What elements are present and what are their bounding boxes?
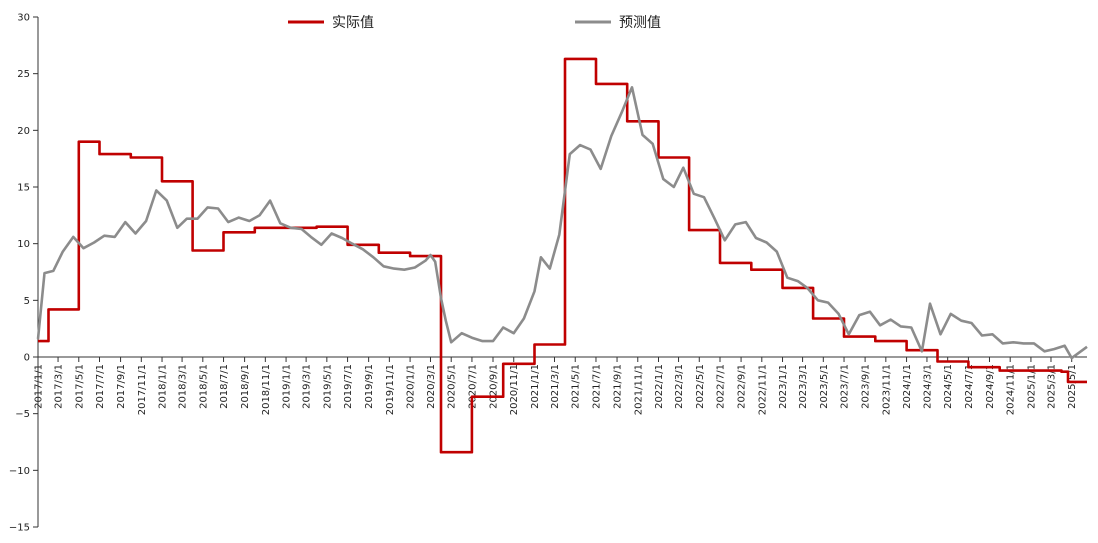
- x-tick-label: 2025/5/1: [1067, 364, 1078, 409]
- x-tick-label: 2021/11/1: [633, 364, 644, 415]
- x-tick-label: 2020/3/1: [426, 364, 437, 409]
- series-line-1: [38, 57, 1087, 454]
- x-tick-label: 2021/5/1: [571, 364, 582, 409]
- x-tick-label: 2017/5/1: [74, 364, 85, 409]
- legend: 实际值 预测值: [288, 15, 661, 31]
- x-tick-label: 2025/3/1: [1046, 364, 1057, 409]
- x-tick-label: 2019/5/1: [322, 364, 333, 409]
- x-tick-label: 2017/11/1: [137, 364, 148, 415]
- x-tick-label: 2017/7/1: [95, 364, 106, 409]
- x-tick-label: 2020/7/1: [467, 364, 478, 409]
- x-tick-label: 2020/9/1: [489, 364, 500, 409]
- x-tick-label: 2018/5/1: [198, 364, 209, 409]
- x-tick-label: 2021/3/1: [550, 364, 561, 409]
- x-tick-label: 2023/11/1: [881, 364, 892, 415]
- x-tick-label: 2020/11/1: [509, 364, 520, 415]
- x-tick-label: 2023/7/1: [840, 364, 851, 409]
- y-tick-label: 10: [17, 239, 30, 250]
- series-line-2: [36, 86, 1088, 360]
- x-tick-label: 2018/9/1: [240, 364, 251, 409]
- series-layer: [36, 57, 1088, 454]
- x-tick-label: 2023/1/1: [778, 364, 789, 409]
- x-tick-label: 2022/11/1: [757, 364, 768, 415]
- x-tick-label: 2017/9/1: [116, 364, 127, 409]
- x-tick-label: 2018/7/1: [219, 364, 230, 409]
- x-tick-label: 2023/3/1: [798, 364, 809, 409]
- x-tick-label: 2020/1/1: [406, 364, 417, 409]
- y-tick-label: −10: [9, 466, 30, 477]
- x-tick-label: 2021/1/1: [530, 364, 541, 409]
- x-tick-label: 2023/9/1: [861, 364, 872, 409]
- x-tick-label: 2018/1/1: [158, 364, 169, 409]
- x-tick-label: 2019/11/1: [385, 364, 396, 415]
- legend-label: 预测值: [619, 15, 661, 31]
- x-tick-label: 2024/1/1: [902, 364, 913, 409]
- x-tick-label: 2019/1/1: [282, 364, 293, 409]
- y-tick-label: 20: [17, 126, 30, 137]
- x-tick-label: 2021/9/1: [613, 364, 624, 409]
- x-tick-label: 2023/5/1: [819, 364, 830, 409]
- x-tick-label: 2019/3/1: [302, 364, 313, 409]
- x-tick-label: 2022/7/1: [716, 364, 727, 409]
- x-tick-label: 2022/5/1: [695, 364, 706, 409]
- x-tick-label: 2024/5/1: [943, 364, 954, 409]
- y-tick-label: 30: [17, 13, 30, 24]
- x-tick-label: 2024/9/1: [985, 364, 996, 409]
- x-tick-label: 2017/3/1: [54, 364, 65, 409]
- x-tick-label: 2022/1/1: [654, 364, 665, 409]
- y-tick-label: 25: [17, 69, 30, 80]
- x-axis-ticks: 2017/1/1 2017/3/1 2017/5/1 2017/7/1 2017/9/1…: [34, 357, 1078, 415]
- y-axis-ticks: 30 25 20 15 10 5 0 −5 −10 −15: [9, 13, 38, 534]
- x-tick-label: 2024/11/1: [1006, 364, 1017, 415]
- x-tick-label: 2019/7/1: [343, 364, 354, 409]
- x-tick-label: 2022/3/1: [674, 364, 685, 409]
- x-tick-label: 2017/1/1: [34, 364, 45, 409]
- y-tick-label: 0: [24, 353, 30, 364]
- y-tick-label: 5: [24, 296, 30, 307]
- y-tick-label: 15: [17, 183, 30, 194]
- x-tick-label: 2019/9/1: [364, 364, 375, 409]
- x-tick-label: 2021/7/1: [591, 364, 602, 409]
- x-tick-label: 2022/9/1: [737, 364, 748, 409]
- y-tick-label: −5: [15, 409, 30, 420]
- x-tick-label: 2024/7/1: [964, 364, 975, 409]
- x-tick-label: 2025/1/1: [1026, 364, 1037, 409]
- x-tick-label: 2018/11/1: [261, 364, 272, 415]
- x-tick-label: 2024/3/1: [922, 364, 933, 409]
- legend-label: 实际值: [332, 15, 374, 31]
- y-tick-label: −15: [9, 523, 30, 534]
- x-tick-label: 2020/5/1: [447, 364, 458, 409]
- x-tick-label: 2018/3/1: [178, 364, 189, 409]
